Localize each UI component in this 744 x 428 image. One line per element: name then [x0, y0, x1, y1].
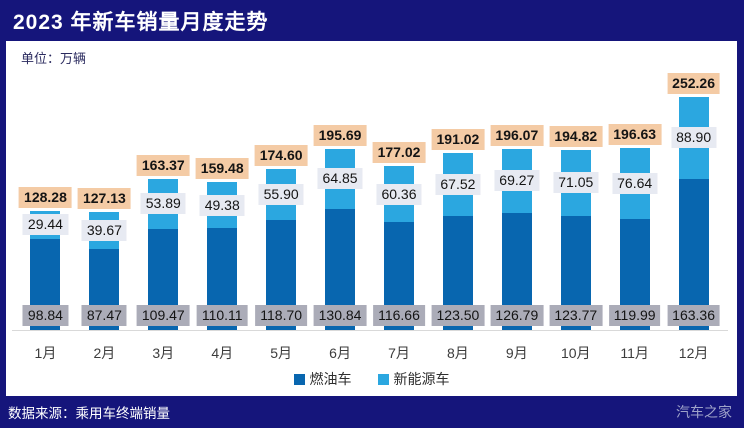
- nev-value-label: 67.52: [435, 174, 481, 196]
- nev-value-label: 39.67: [81, 220, 127, 242]
- fuel-value-label: 98.84: [22, 305, 68, 326]
- fuel-value-label: 163.36: [667, 305, 721, 326]
- fuel-legend-swatch-icon: [293, 373, 305, 385]
- fuel-value-label: 126.79: [490, 305, 544, 326]
- bar-column: 191.02 67.52 123.50 8月: [428, 41, 487, 361]
- x-axis-label: 7月: [388, 345, 410, 361]
- bar-column: 128.28 29.44 98.84 1月: [16, 41, 75, 361]
- total-value-label: 127.13: [77, 188, 131, 210]
- footer-bar: 数据来源：乘用车终端销量 汽车之家: [0, 396, 744, 428]
- fuel-value-label: 123.50: [431, 305, 485, 326]
- data-source-label: 数据来源：乘用车终端销量: [8, 406, 170, 421]
- fuel-value-label: 130.84: [313, 305, 367, 326]
- total-value-label: 128.28: [19, 187, 72, 209]
- fuel-value-label: 118.70: [255, 305, 308, 326]
- x-axis-label: 2月: [93, 345, 116, 361]
- total-value-label: 252.26: [667, 72, 721, 94]
- total-value-label: 194.82: [549, 125, 603, 147]
- total-value-label: 163.37: [136, 154, 190, 176]
- fuel-value-label: 109.47: [136, 305, 190, 326]
- fuel-value-label: 123.77: [549, 305, 603, 326]
- total-value-label: 195.69: [313, 125, 367, 146]
- bar-column: 252.26 88.90 163.36 12月: [664, 41, 723, 361]
- total-value-label: 177.02: [372, 142, 426, 164]
- fuel-value-label: 119.99: [608, 305, 661, 326]
- nev-value-label: 64.85: [317, 168, 363, 190]
- chart-area: 128.28 29.44 98.84 1月 127.13 39.67 87.47 2月 163.…: [16, 41, 723, 361]
- x-axis-label: 9月: [505, 345, 528, 361]
- total-value-label: 174.60: [254, 144, 308, 166]
- legend-item-nev: 新能源车: [377, 369, 450, 389]
- x-axis-label: 4月: [211, 345, 234, 361]
- bar-column: 177.02 60.36 116.66 7月: [370, 41, 429, 361]
- chart-title-bar: 2023 年新车销量月度走势: [0, 0, 744, 41]
- watermark-autohome: 汽车之家: [676, 404, 732, 420]
- fuel-value-label: 110.11: [196, 305, 248, 326]
- nev-value-label: 55.90: [258, 183, 304, 205]
- nev-value-label: 71.05: [553, 172, 599, 194]
- bar-column: 127.13 39.67 87.47 2月: [75, 41, 134, 361]
- x-axis-label: 8月: [447, 345, 469, 361]
- total-value-label: 191.02: [431, 129, 485, 151]
- nev-value-label: 88.90: [671, 127, 717, 149]
- x-axis-label: 5月: [270, 345, 293, 361]
- bar-column: 196.63 76.64 119.99 11月: [605, 41, 664, 361]
- total-value-label: 196.07: [490, 124, 544, 146]
- x-axis-line: [12, 330, 728, 331]
- legend-label: 新能源车: [393, 371, 450, 387]
- fuel-bar-segment: [678, 178, 709, 330]
- bar-column: 195.69 64.85 130.84 6月: [311, 41, 370, 361]
- legend-item-fuel: 燃油车: [293, 369, 352, 389]
- nev-value-label: 29.44: [22, 214, 68, 236]
- x-axis-label: 1月: [34, 345, 57, 361]
- legend-label: 燃油车: [309, 371, 352, 387]
- x-axis-label: 6月: [329, 345, 351, 361]
- x-axis-label: 12月: [678, 345, 709, 361]
- bar-column: 174.60 55.90 118.70 5月: [252, 41, 311, 361]
- bar-column: 194.82 71.05 123.77 10月: [546, 41, 605, 361]
- fuel-value-label: 87.47: [81, 305, 127, 326]
- unit-label: 单位：万辆: [21, 51, 87, 66]
- nev-legend-swatch-icon: [377, 373, 389, 385]
- nev-value-label: 53.89: [140, 193, 186, 215]
- total-value-label: 196.63: [608, 124, 662, 146]
- chart-title: 2023 年新车销量月度走势: [13, 10, 269, 34]
- x-axis-label: 11月: [620, 345, 649, 361]
- chart-panel: 单位：万辆 128.28 29.44 98.84 1月 127.13 39.67 87.47…: [6, 41, 737, 396]
- nev-value-label: 76.64: [612, 173, 658, 195]
- nev-value-label: 60.36: [376, 183, 422, 205]
- x-axis-label: 10月: [560, 345, 591, 361]
- chart-legend: 燃油车 新能源车: [6, 369, 737, 389]
- bar-column: 163.37 53.89 109.47 3月: [134, 41, 193, 361]
- nev-value-label: 69.27: [494, 170, 540, 192]
- total-value-label: 159.48: [195, 158, 249, 180]
- bar-column: 196.07 69.27 126.79 9月: [487, 41, 546, 361]
- nev-value-label: 49.38: [199, 194, 245, 216]
- bar-column: 159.48 49.38 110.11 4月: [193, 41, 252, 361]
- x-axis-label: 3月: [152, 345, 175, 361]
- fuel-value-label: 116.66: [373, 305, 425, 326]
